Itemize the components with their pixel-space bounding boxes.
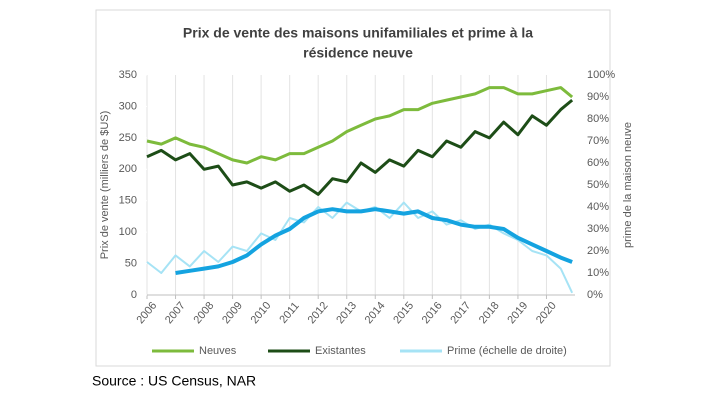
y-tick-label: 350 (119, 69, 137, 81)
series-line (146, 86, 574, 165)
y2-axis-label: prime de la maison neuve (622, 122, 634, 248)
y2-tick-label: 20% (587, 245, 609, 257)
chart-frame (95, 9, 611, 367)
y-tick-label: 300 (119, 100, 137, 112)
y-tick-label: 250 (119, 132, 137, 144)
legend-label: Prime (échelle de droite) (447, 345, 567, 357)
chart-title: résidence neuve (303, 45, 413, 61)
y-tick-label: 200 (119, 163, 137, 175)
y2-tick-label: 30% (587, 223, 609, 235)
series-line (146, 98, 574, 196)
y2-tick-label: 60% (587, 157, 609, 169)
legend-label: Existantes (315, 345, 366, 357)
chart-title: Prix de vente des maisons unifamiliales … (183, 25, 533, 41)
source: Source : US Census, NAR (92, 373, 256, 389)
y-tick-label: 150 (119, 195, 137, 207)
y2-tick-label: 80% (587, 113, 609, 125)
y-axis-label: Prix de vente (milliers de $US) (99, 111, 111, 260)
y2-tick-label: 70% (587, 135, 609, 147)
y-tick-label: 100 (119, 226, 137, 238)
y-tick-label: 50 (125, 257, 137, 269)
y2-tick-label: 50% (587, 179, 609, 191)
y-tick-label: 0 (131, 289, 137, 301)
series-line (175, 207, 573, 275)
y2-tick-label: 100% (587, 69, 615, 81)
y2-tick-label: 0% (587, 289, 603, 301)
legend-label: Neuves (199, 345, 237, 357)
y2-tick-label: 90% (587, 91, 609, 103)
y2-tick-label: 40% (587, 201, 609, 213)
y2-tick-label: 10% (587, 267, 609, 279)
